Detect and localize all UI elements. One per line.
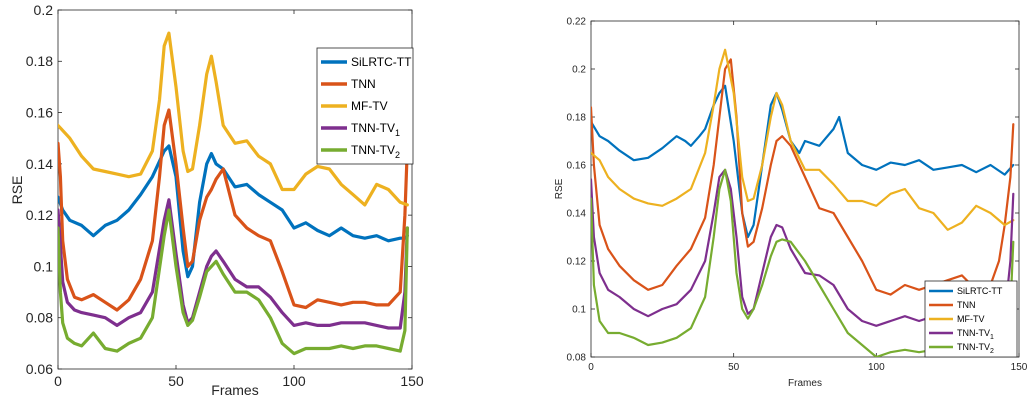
series-line-tnn-tv-1 [58, 198, 409, 330]
y-tick-label: 0.14 [567, 209, 587, 220]
y-tick-label: 0.2 [572, 65, 586, 76]
series-line-mf-tv [58, 31, 409, 207]
y-tick-label: 0.22 [567, 17, 587, 28]
y-tick-label: 0.18 [26, 53, 53, 69]
y-tick-label: 0.1 [34, 258, 54, 274]
series-line-mf-tv [591, 48, 1015, 231]
x-tick-label: 150 [1011, 362, 1027, 373]
y-tick-label: 0.12 [26, 207, 53, 223]
x-tick-label: 50 [728, 362, 740, 373]
series-line-tnn [591, 58, 1015, 296]
series-group [58, 31, 409, 356]
legend-subscript: 2 [990, 348, 994, 355]
x-axis-label: Frames [788, 378, 822, 389]
series-line-tnn [58, 108, 409, 312]
x-tick-label: 100 [282, 373, 306, 389]
legend-label: TNN-TV1 [351, 121, 400, 138]
legend-label: TNN-TV1 [957, 328, 994, 341]
y-tick-label: 0.2 [34, 2, 54, 18]
legend-label: SiLRTC-TT [957, 286, 1003, 296]
x-axis-label: Frames [211, 382, 258, 398]
y-axis-label: RSE [554, 178, 565, 199]
x-tick-label: 100 [868, 362, 885, 373]
chart-2: 0 50 100 150 0.08 0.1 0.12 0.14 0.16 0.18 0.2 0.22 F… [554, 17, 1027, 390]
y-tick-label: 0.16 [26, 104, 53, 120]
legend-subscript: 2 [395, 150, 400, 160]
y-tick-label: 0.08 [26, 310, 53, 326]
legend-subscript: 1 [395, 128, 400, 138]
y-tick-label: 0.06 [26, 361, 53, 377]
legend-label: TNN [351, 77, 376, 91]
y-axis-label: RSE [9, 176, 25, 205]
x-tick-label: 0 [588, 362, 594, 373]
legend-label: MF-TV [957, 314, 985, 324]
x-tick-label: 150 [400, 373, 424, 389]
x-tick-label: 0 [54, 373, 62, 389]
y-tick-label: 0.12 [567, 257, 587, 268]
y-tick-label: 0.16 [567, 161, 587, 172]
series-line-silrtc-tt [58, 144, 409, 279]
y-tick-label: 0.18 [567, 113, 587, 124]
y-tick-label: 0.1 [572, 305, 586, 316]
y-tick-label: 0.08 [567, 353, 587, 364]
y-tick-label: 0.14 [26, 156, 53, 172]
legend-label: TNN-TV2 [957, 342, 994, 355]
series-line-silrtc-tt [591, 84, 1015, 239]
legend: SiLRTC-TT TNN MF-TV TNN-TV1 TNN-TV2 [316, 47, 414, 165]
legend-label: MF-TV [351, 99, 388, 113]
series-line-tnn-tv-2 [58, 208, 409, 356]
legend-label: SiLRTC-TT [351, 55, 412, 69]
chart-1: 0 50 100 150 0.06 0.08 0.1 0.12 0.14 0.16 0.18 0.2 F… [9, 2, 424, 398]
legend-label: TNN-TV2 [351, 143, 400, 160]
x-tick-label: 50 [168, 373, 184, 389]
legend-label: TNN [957, 300, 976, 310]
legend-subscript: 1 [990, 334, 994, 341]
